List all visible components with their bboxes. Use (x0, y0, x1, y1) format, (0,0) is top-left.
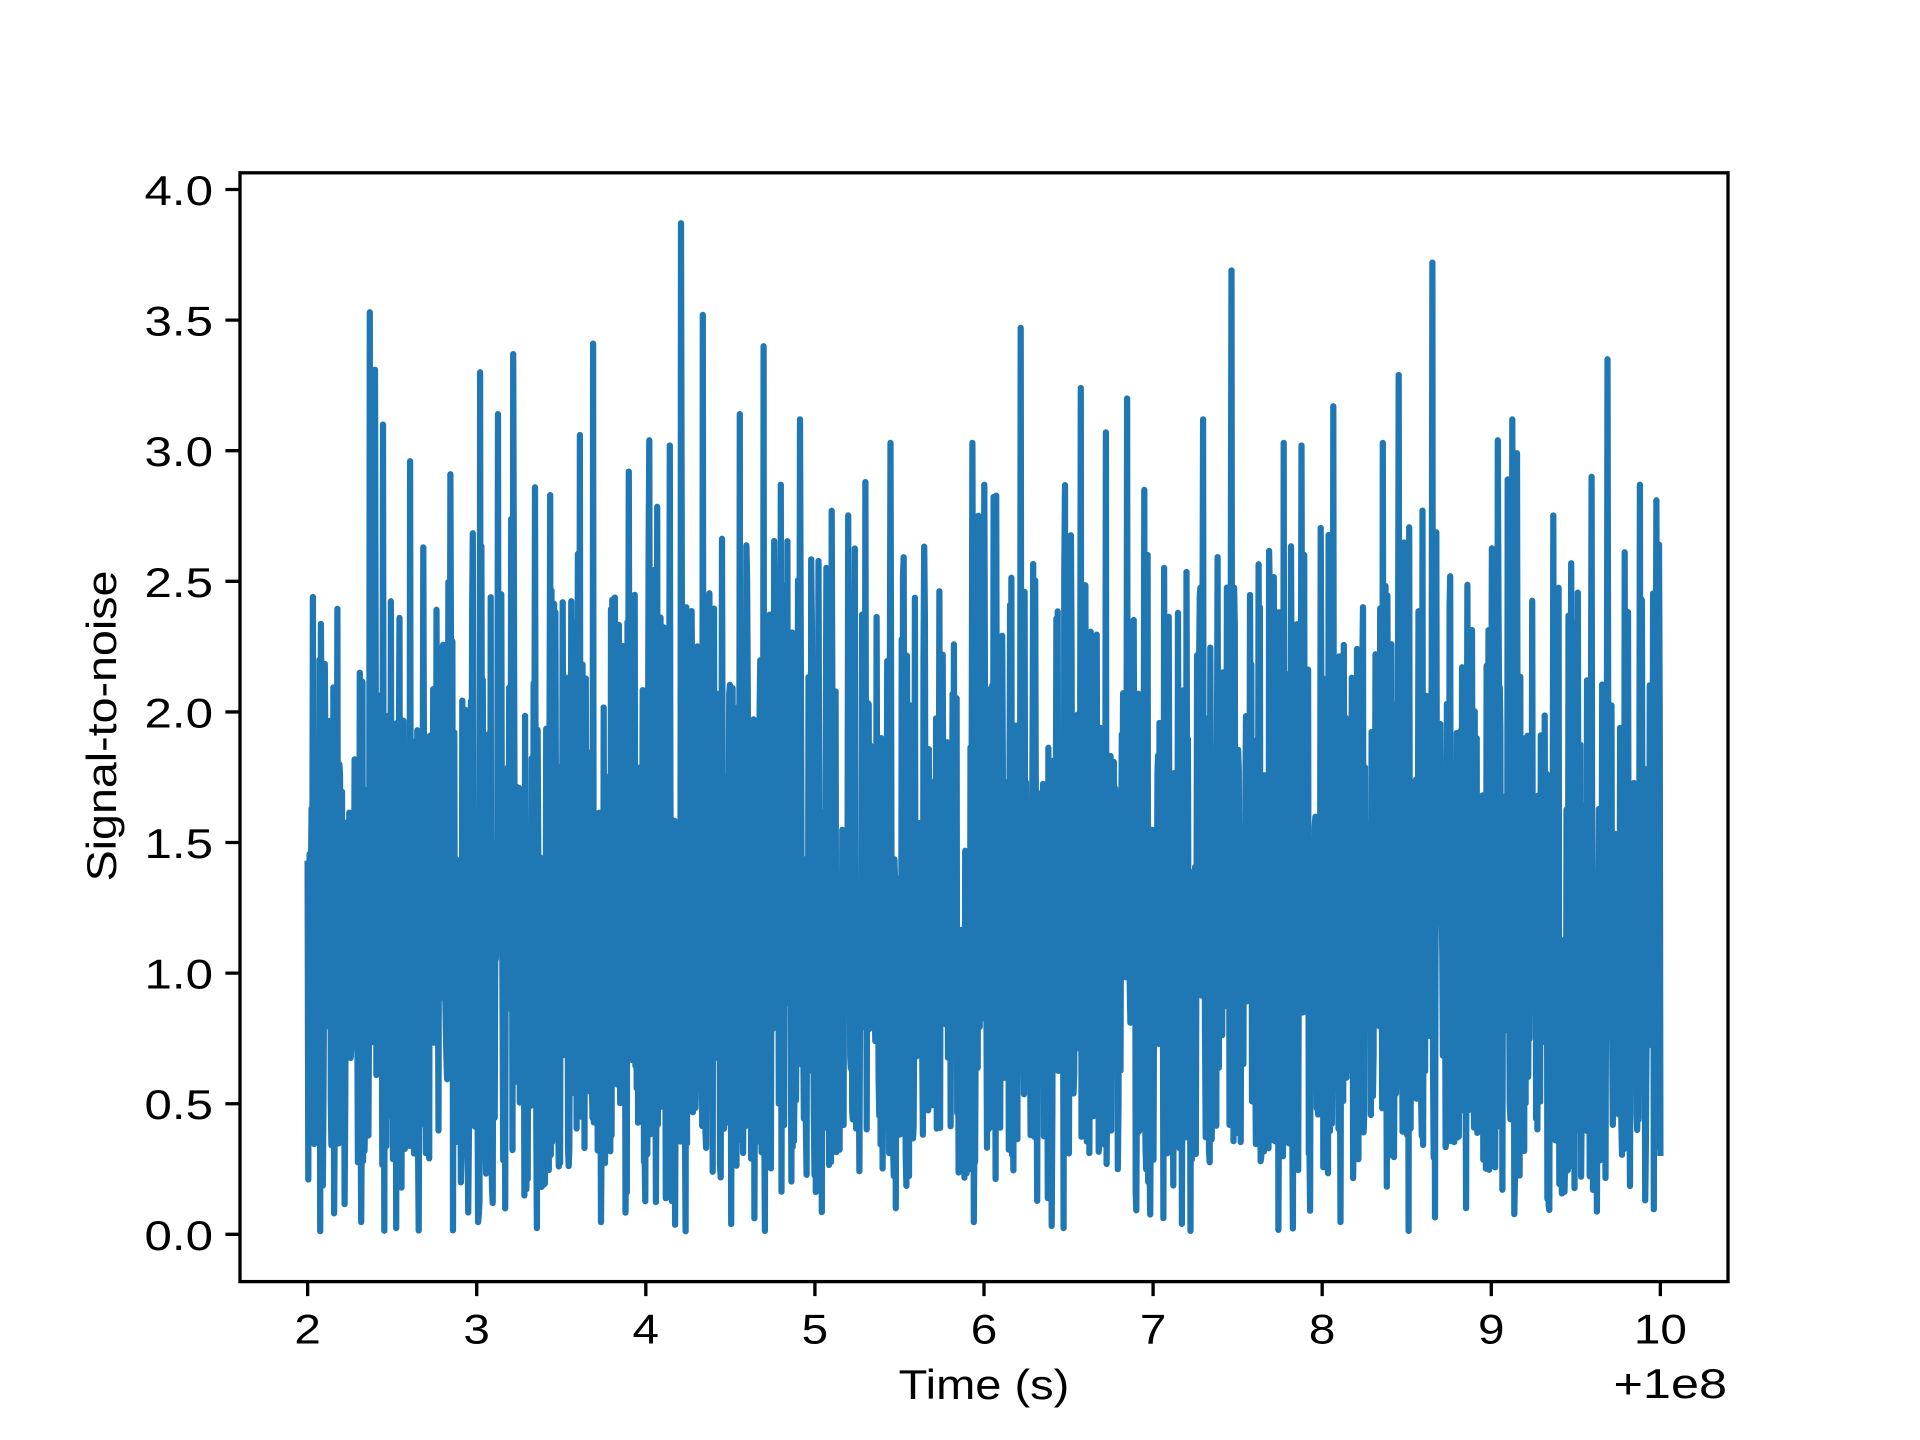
svg-text:2.5: 2.5 (145, 559, 214, 606)
svg-text:9: 9 (1478, 1306, 1505, 1353)
svg-text:6: 6 (971, 1306, 998, 1353)
svg-text:4.0: 4.0 (145, 167, 214, 214)
svg-text:3.0: 3.0 (145, 428, 214, 475)
svg-text:1.0: 1.0 (145, 951, 214, 998)
svg-text:3: 3 (463, 1306, 490, 1353)
svg-text:0.0: 0.0 (145, 1212, 214, 1259)
svg-text:Time (s): Time (s) (899, 1361, 1070, 1408)
svg-text:10: 10 (1634, 1306, 1687, 1353)
svg-text:5: 5 (802, 1306, 829, 1353)
svg-text:3.5: 3.5 (145, 298, 214, 345)
svg-text:8: 8 (1309, 1306, 1336, 1353)
svg-text:2: 2 (294, 1306, 321, 1353)
svg-text:Signal-to-noise: Signal-to-noise (78, 571, 125, 882)
svg-text:2.0: 2.0 (145, 689, 214, 736)
svg-text:0.5: 0.5 (145, 1081, 214, 1128)
svg-text:7: 7 (1140, 1306, 1167, 1353)
svg-text:1.5: 1.5 (145, 820, 214, 867)
svg-text:+1e8: +1e8 (1614, 1360, 1728, 1407)
svg-text:4: 4 (633, 1306, 660, 1353)
